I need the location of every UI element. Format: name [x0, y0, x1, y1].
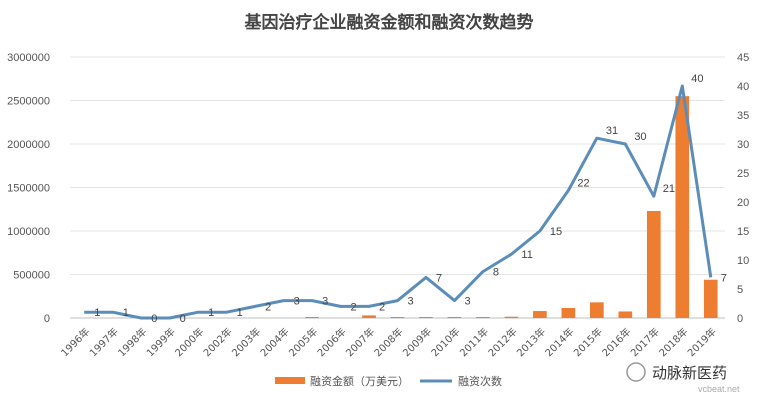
- legend-bar-label: 融资金额（万美元）: [310, 374, 409, 388]
- data-label: 40: [691, 73, 703, 85]
- left-tick-label: 2500000: [7, 96, 50, 108]
- right-tick-label: 35: [737, 110, 749, 122]
- category-label: 1996年: [58, 325, 92, 359]
- bar: [533, 311, 547, 318]
- category-label: 2014年: [542, 325, 576, 359]
- watermark: 动脉新医药 vcbeat.net: [626, 362, 740, 394]
- wechat-icon: [626, 362, 646, 382]
- chart-title: 基因治疗企业融资金额和融资次数趋势: [244, 12, 534, 33]
- data-label: 8: [493, 267, 499, 279]
- bar: [390, 317, 405, 318]
- category-label: 1997年: [87, 325, 121, 359]
- data-label: 3: [322, 296, 328, 308]
- right-tick-label: 25: [737, 168, 749, 180]
- bar: [447, 317, 462, 318]
- bar: [419, 317, 433, 318]
- right-tick-label: 15: [737, 226, 749, 238]
- category-label: 2010年: [428, 325, 462, 359]
- left-tick-label: 2000000: [7, 139, 50, 151]
- data-label: 15: [550, 226, 562, 238]
- data-label: 2: [379, 301, 385, 313]
- category-label: 2016年: [599, 325, 633, 359]
- category-label: 2011年: [457, 325, 491, 359]
- right-tick-label: 0: [737, 313, 743, 325]
- category-label: 2000年: [172, 325, 206, 359]
- data-label: 7: [436, 272, 442, 284]
- category-label: 1998年: [115, 325, 149, 359]
- bar: [618, 311, 633, 318]
- category-label: 2017年: [628, 325, 662, 359]
- category-label: 2005年: [286, 325, 320, 359]
- category-label: 2013年: [514, 325, 548, 359]
- left-tick-label: 0: [44, 313, 50, 325]
- data-label: 2: [265, 301, 271, 313]
- category-label: 2002年: [200, 325, 234, 359]
- data-label: 0: [151, 313, 157, 325]
- bar: [305, 317, 319, 318]
- data-label: 2: [351, 301, 357, 313]
- bar: [675, 96, 690, 319]
- data-label: 30: [634, 131, 646, 143]
- category-label: 2004年: [257, 325, 291, 359]
- data-label: 7: [721, 272, 727, 284]
- left-tick-label: 1000000: [7, 226, 50, 238]
- right-tick-label: 20: [737, 197, 749, 209]
- category-label: 2003年: [229, 325, 263, 359]
- left-tick-label: 1500000: [7, 183, 50, 195]
- data-label: 1: [94, 307, 100, 319]
- data-label: 31: [606, 125, 618, 137]
- category-label: 2012年: [485, 325, 519, 359]
- legend-line-label: 融资次数: [458, 374, 502, 388]
- data-label: 11: [521, 249, 532, 261]
- data-label: 3: [408, 296, 414, 308]
- data-label: 3: [464, 296, 470, 308]
- bar: [362, 315, 376, 318]
- left-axis-ticks: 0 500000 1000000 1500000 2000000 2500000 30000…: [7, 52, 50, 325]
- left-tick-label: 500000: [13, 270, 50, 282]
- category-label: 2015年: [571, 325, 605, 359]
- category-label: 2018年: [656, 325, 690, 359]
- bar: [703, 279, 718, 318]
- bar-series: [305, 96, 718, 319]
- line-path: [84, 84, 713, 320]
- watermark-text: 动脉新医药: [652, 364, 727, 382]
- left-tick-label: 3000000: [7, 52, 50, 64]
- right-axis-ticks: 0 5 10 15 20 25 30 35 40 45: [737, 52, 749, 325]
- category-axis-labels: 1996年1997年1998年1999年2000年2002年2003年2004年…: [58, 325, 719, 359]
- category-label: 2009年: [400, 325, 434, 359]
- category-label: 2007年: [343, 325, 377, 359]
- category-label: 2006年: [314, 325, 348, 359]
- legend-bar-swatch: [275, 377, 305, 384]
- data-label: 22: [577, 177, 589, 189]
- data-label: 3: [294, 296, 300, 308]
- bar: [504, 316, 519, 318]
- right-tick-label: 30: [737, 139, 749, 151]
- category-label: 2019年: [685, 325, 719, 359]
- data-label: 1: [208, 307, 214, 319]
- right-tick-label: 10: [737, 255, 749, 267]
- bar: [561, 307, 576, 318]
- right-tick-label: 40: [737, 81, 749, 93]
- data-label: 1: [123, 307, 129, 319]
- bar: [646, 210, 661, 318]
- watermark-url: vcbeat.net: [698, 384, 740, 394]
- right-tick-label: 5: [737, 284, 743, 296]
- legend: 融资金额（万美元） 融资次数: [275, 374, 502, 388]
- bar: [590, 302, 604, 318]
- gridlines: [70, 56, 725, 319]
- right-tick-label: 45: [737, 52, 749, 64]
- category-label: 1999年: [144, 325, 178, 359]
- data-label: 0: [180, 313, 186, 325]
- category-label: 2008年: [371, 325, 405, 359]
- bar: [476, 317, 490, 318]
- data-label: 1: [237, 307, 243, 319]
- data-label: 21: [663, 183, 675, 195]
